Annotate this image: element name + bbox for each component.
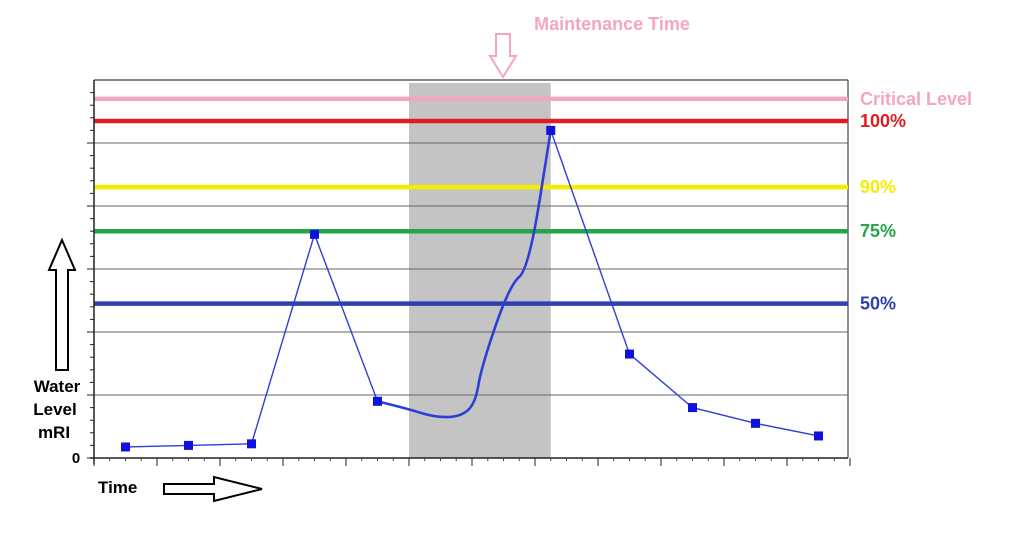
data-point-marker xyxy=(546,125,556,135)
reference-line-label: 75% xyxy=(860,221,896,241)
reference-line-label: Critical Level xyxy=(860,89,972,109)
reference-line-label: 90% xyxy=(860,177,896,197)
data-point-marker xyxy=(625,349,634,359)
arrow-up-icon xyxy=(47,237,77,371)
y-zero-tick-label: 0 xyxy=(72,450,80,467)
arrow-down-icon xyxy=(488,33,518,79)
ylabel-line-3: mRI xyxy=(38,423,70,442)
ylabel-line-2: Level xyxy=(33,400,76,419)
ylabel-line-1: Water xyxy=(34,377,81,396)
maintenance-band xyxy=(409,83,551,458)
data-point-marker xyxy=(751,418,760,428)
data-point-marker xyxy=(688,403,697,413)
reference-line-label: 100% xyxy=(860,111,906,131)
data-point-marker xyxy=(247,439,256,449)
maintenance-trace xyxy=(377,130,553,419)
data-point-marker xyxy=(310,229,319,239)
data-point-marker xyxy=(814,431,823,441)
data-point-marker xyxy=(373,396,382,406)
xlabel: Time xyxy=(98,478,137,497)
maintenance-annotation: Maintenance Time xyxy=(534,14,690,34)
arrow-right-icon xyxy=(163,475,263,503)
reference-line-label: 50% xyxy=(860,294,896,314)
data-point-marker xyxy=(121,442,130,452)
data-point-marker xyxy=(184,440,193,450)
